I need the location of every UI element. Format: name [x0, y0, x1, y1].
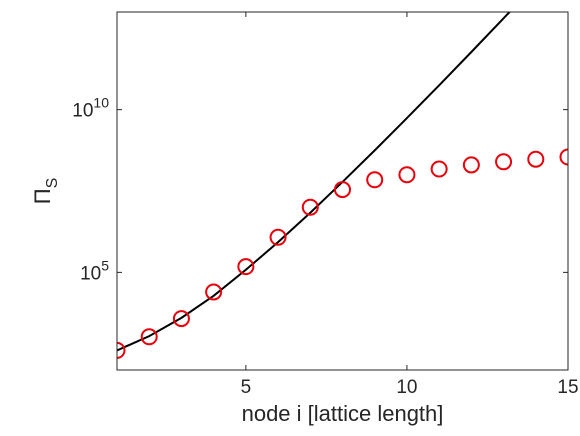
- x-tick-label: 5: [241, 377, 252, 398]
- data-point: [430, 160, 448, 178]
- data-point: [495, 153, 513, 171]
- y-tick-exponent: 10: [93, 95, 109, 111]
- data-point: [462, 156, 480, 174]
- data-point: [398, 166, 416, 184]
- y-tick-exponent: 5: [101, 257, 109, 273]
- data-point: [334, 181, 351, 199]
- data-point: [366, 171, 384, 189]
- y-axis-label: ΠS: [30, 178, 61, 205]
- y-tick-base: 10: [72, 101, 93, 122]
- y-axis-label-symbol: Π: [30, 188, 55, 204]
- data-point: [140, 328, 158, 346]
- data-point: [237, 258, 255, 276]
- plot-frame: [116, 11, 569, 371]
- y-tick-base: 10: [80, 263, 101, 284]
- data-point: [301, 198, 319, 216]
- data-point: [559, 148, 568, 166]
- x-axis-label: node i [lattice length]: [242, 401, 444, 426]
- data-point: [269, 228, 287, 246]
- x-tick-label: 15: [557, 377, 578, 398]
- data-point: [117, 341, 126, 359]
- data-point: [172, 310, 190, 328]
- y-axis-label-group: ΠS: [30, 178, 61, 205]
- x-tick-label: 10: [396, 377, 417, 398]
- data-point: [205, 283, 223, 301]
- data-point: [527, 150, 545, 168]
- y-tick-label: 1010: [72, 95, 109, 122]
- y-axis-label-subscript: S: [44, 178, 61, 189]
- y-tick-label: 105: [80, 257, 109, 284]
